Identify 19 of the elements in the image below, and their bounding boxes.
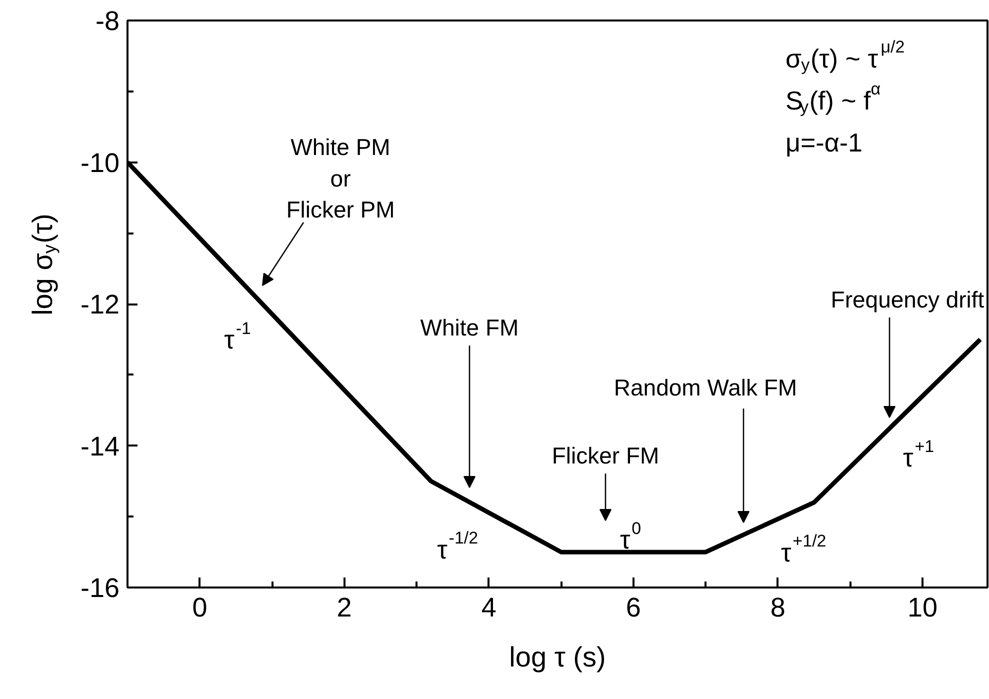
annotation: Flicker FM	[552, 442, 660, 468]
y-tick-label: -16	[80, 573, 120, 603]
y-tick-label: -8	[95, 6, 120, 36]
annotation: White PM or Flicker PM	[286, 134, 395, 222]
x-tick-label: 6	[626, 592, 641, 622]
x-axis-title: log τ (s)	[509, 642, 606, 672]
annotation: Random Walk FM	[614, 374, 798, 400]
annotation: Frequency drift	[830, 286, 985, 312]
x-tick-label: 0	[192, 592, 208, 622]
annotation: White FM	[420, 314, 519, 340]
x-tick-label: 2	[336, 592, 352, 622]
y-axis-title: log σy(τ)	[27, 214, 60, 316]
y-tick-label: -12	[80, 290, 120, 320]
x-tick-label: 10	[907, 592, 938, 622]
annotation: μ=-α-1	[786, 128, 862, 158]
y-tick-label: -14	[80, 431, 120, 462]
y-tick-label: -10	[80, 148, 120, 178]
x-tick-label: 4	[481, 592, 496, 622]
x-tick-label: 8	[770, 592, 786, 622]
